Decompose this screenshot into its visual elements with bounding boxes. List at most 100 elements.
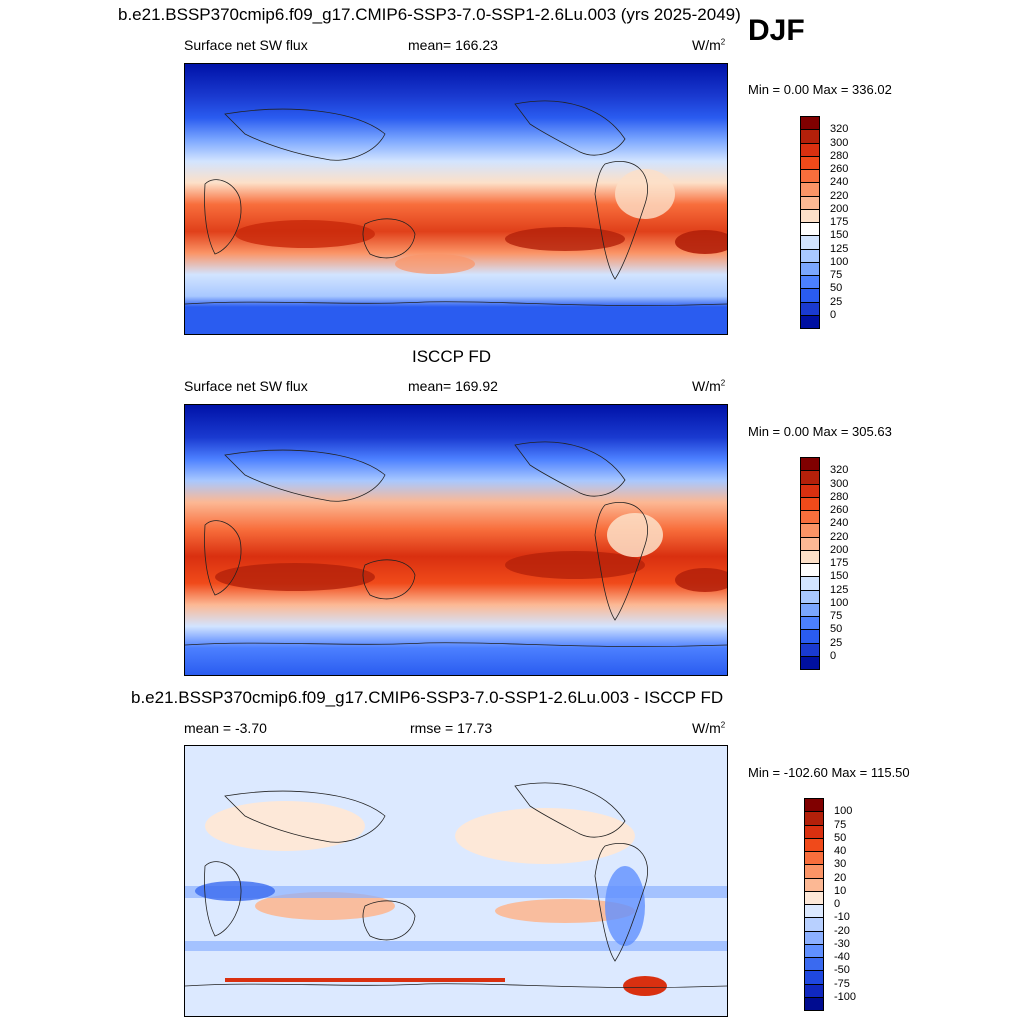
panel2-map-graphic [185, 405, 727, 675]
colorbar-swatch [800, 496, 820, 511]
colorbar-swatch [800, 182, 820, 197]
colorbar-label: 240 [830, 517, 849, 530]
colorbar-label: -30 [834, 937, 850, 950]
colorbar-label: 220 [830, 189, 849, 202]
panel1-title: b.e21.BSSP370cmip6.f09_g17.CMIP6-SSP3-7.… [118, 5, 741, 24]
colorbar-swatch [800, 129, 820, 144]
colorbar-swatch [800, 483, 820, 498]
colorbar-label: -20 [834, 924, 850, 937]
colorbar-label: 125 [830, 583, 849, 596]
panel2-map [184, 404, 728, 676]
colorbar-label: 175 [830, 216, 849, 228]
colorbar-swatch [804, 837, 824, 852]
colorbar-label: 260 [830, 163, 849, 175]
colorbar-swatch [800, 536, 820, 551]
panel3-minmax: Min = -102.60 Max = 115.50 [748, 765, 910, 780]
colorbar-label: -100 [834, 990, 857, 1003]
colorbar-label: 300 [830, 477, 849, 490]
colorbar-swatch [800, 301, 820, 316]
colorbar-swatch [804, 996, 824, 1011]
colorbar-swatch [800, 235, 820, 250]
colorbar-swatch [804, 798, 824, 813]
panel3-rmse: rmse = 17.73 [410, 720, 493, 736]
colorbar-label: 0 [830, 649, 837, 662]
colorbar-swatch [800, 629, 820, 644]
colorbar-swatch [800, 457, 820, 472]
colorbar-swatch [800, 642, 820, 657]
panel2-units: W/m2 [692, 378, 726, 394]
colorbar-swatch [800, 314, 820, 329]
colorbar-swatch [800, 222, 820, 237]
colorbar-label: 40 [834, 845, 847, 857]
colorbar-label: -75 [834, 977, 850, 990]
colorbar-label: 100 [830, 255, 849, 268]
colorbar-swatch [800, 523, 820, 538]
colorbar-label: 100 [834, 805, 853, 818]
colorbar-label: 25 [830, 295, 843, 308]
colorbar-swatch [804, 930, 824, 945]
panel1-map [184, 63, 728, 335]
panel2-minmax: Min = 0.00 Max = 305.63 [748, 424, 892, 439]
colorbar-swatch [804, 970, 824, 985]
colorbar-label: 50 [830, 623, 843, 636]
panel3-colorbar: 100 75 50 40 30 20 10 0 -10 -20 -30 -40 -50 -75 -100 [804, 798, 884, 1011]
colorbar-label: 100 [830, 596, 849, 609]
colorbar-label: -50 [834, 964, 850, 977]
colorbar-swatch [804, 824, 824, 839]
panel2-title: ISCCP FD [412, 347, 492, 366]
colorbar-label: 10 [834, 884, 847, 897]
panel3-units: W/m2 [692, 720, 726, 736]
colorbar-label: 150 [830, 570, 849, 583]
panel2-variable: Surface net SW flux [184, 378, 308, 394]
panel2-colorbar: 320 300 280 260 240 220 200 175 150 125 100 75 50 25 0 [800, 457, 880, 670]
colorbar-swatch [800, 261, 820, 276]
colorbar-label: 0 [834, 898, 841, 910]
colorbar-label: -40 [834, 951, 850, 963]
colorbar-label: 150 [830, 229, 849, 242]
colorbar-label: 0 [830, 308, 837, 321]
colorbar-swatch [800, 195, 820, 210]
panel1-map-graphic [185, 64, 727, 334]
colorbar-label: 75 [834, 818, 847, 831]
colorbar-swatch [804, 864, 824, 879]
colorbar-label: 75 [830, 269, 843, 281]
panel3-mean: mean = -3.70 [184, 720, 267, 736]
panel3-map [184, 745, 728, 1017]
colorbar-swatch [804, 904, 824, 919]
colorbar-label: 280 [830, 490, 849, 503]
panel1-mean: mean= 166.23 [408, 37, 498, 53]
colorbar-label: 220 [830, 530, 849, 543]
colorbar-label: 300 [830, 136, 849, 149]
colorbar-swatch [800, 549, 820, 564]
panel3-map-graphic [185, 746, 727, 1016]
colorbar-label: 280 [830, 149, 849, 162]
colorbar-swatch [804, 877, 824, 892]
colorbar-label: 125 [830, 242, 849, 255]
panel1-colorbar: 320 300 280 260 240 220 200 175 150 125 100 75 50 25 0 [800, 116, 880, 329]
colorbar-label: 50 [834, 831, 847, 844]
colorbar-swatch [804, 890, 824, 905]
colorbar-label: 200 [830, 543, 849, 556]
colorbar-label: 25 [830, 636, 843, 649]
colorbar-label: 50 [830, 282, 843, 295]
colorbar-swatch [800, 116, 820, 131]
colorbar-swatch [800, 602, 820, 617]
colorbar-label: 240 [830, 176, 849, 189]
colorbar-swatch [800, 275, 820, 290]
colorbar-swatch [804, 917, 824, 932]
colorbar-label: 30 [834, 858, 847, 871]
colorbar-label: 260 [830, 504, 849, 516]
colorbar-swatch [804, 811, 824, 826]
colorbar-swatch [800, 169, 820, 184]
panel1-units: W/m2 [692, 37, 726, 53]
season-label: DJF [748, 14, 805, 47]
colorbar-swatch [800, 616, 820, 631]
colorbar-swatch [800, 655, 820, 670]
colorbar-swatch [804, 851, 824, 866]
colorbar-label: 175 [830, 557, 849, 569]
colorbar-label: 320 [830, 123, 849, 136]
colorbar-swatch [800, 288, 820, 303]
colorbar-label: -10 [834, 911, 850, 924]
colorbar-label: 320 [830, 464, 849, 477]
colorbar-label: 75 [830, 610, 843, 622]
